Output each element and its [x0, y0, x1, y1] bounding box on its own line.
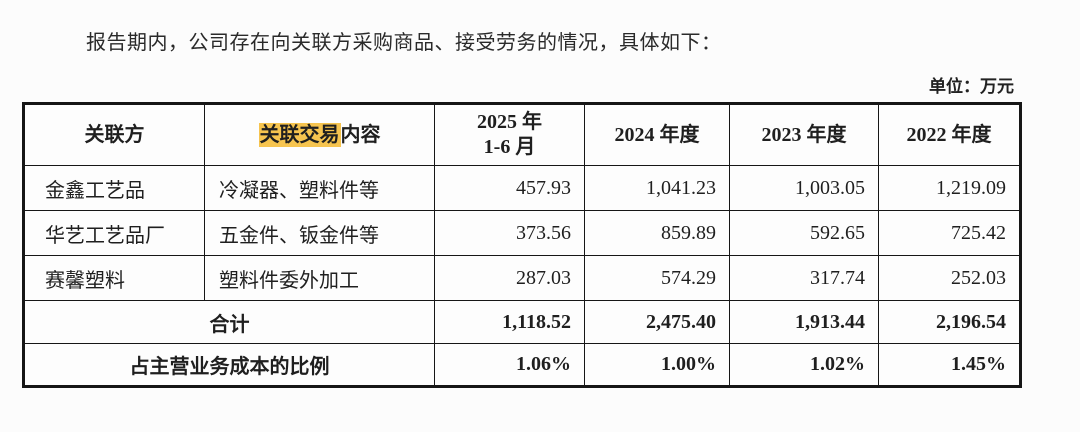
- value-2025-h1: 457.93: [434, 165, 585, 211]
- party-name: 赛馨塑料: [23, 255, 205, 301]
- header-2024: 2024 年度: [584, 103, 730, 166]
- value-2025-h1: 373.56: [434, 210, 585, 256]
- highlight-related-transaction: 关联交易: [258, 122, 341, 147]
- value-2024: 1,041.23: [584, 165, 730, 211]
- value-2022: 1,219.09: [878, 165, 1021, 211]
- header-related-party: 关联方: [23, 103, 205, 166]
- value-2025-h1: 287.03: [434, 255, 585, 301]
- related-party-purchases-table: 关联方 关联交易内容 2025 年 1-6 月 2024 年度 2023 年度 …: [22, 102, 1022, 388]
- total-label: 合计: [23, 300, 435, 344]
- value-2022: 252.03: [878, 255, 1021, 301]
- total-2023: 1,913.44: [729, 300, 879, 344]
- ratio-row: 占主营业务成本的比例 1.06% 1.00% 1.02% 1.45%: [23, 343, 1021, 387]
- header-2025-h1: 2025 年 1-6 月: [434, 103, 585, 166]
- total-2024: 2,475.40: [584, 300, 730, 344]
- value-2024: 574.29: [584, 255, 730, 301]
- unit-label: 单位：万元: [929, 77, 1014, 96]
- table-row: 赛馨塑料 塑料件委外加工 287.03 574.29 317.74 252.03: [23, 255, 1021, 301]
- total-2022: 2,196.54: [878, 300, 1021, 344]
- header-2025-line2: 1-6 月: [483, 136, 536, 158]
- header-transaction-content: 关联交易内容: [204, 103, 435, 166]
- party-name: 华艺工艺品厂: [23, 210, 205, 256]
- value-2022: 725.42: [878, 210, 1021, 256]
- value-2023: 592.65: [729, 210, 879, 256]
- value-2023: 1,003.05: [729, 165, 879, 211]
- header-content-rest: 内容: [340, 123, 381, 146]
- header-2022: 2022 年度: [878, 103, 1021, 166]
- table-row: 金鑫工艺品 冷凝器、塑料件等 457.93 1,041.23 1,003.05 …: [23, 165, 1021, 211]
- table-row: 华艺工艺品厂 五金件、钣金件等 373.56 859.89 592.65 725…: [23, 210, 1021, 256]
- total-2025-h1: 1,118.52: [434, 300, 585, 344]
- table-header-row: 关联方 关联交易内容 2025 年 1-6 月 2024 年度 2023 年度 …: [23, 103, 1021, 166]
- header-2023: 2023 年度: [729, 103, 879, 166]
- ratio-2024: 1.00%: [584, 343, 730, 387]
- ratio-2023: 1.02%: [729, 343, 879, 387]
- ratio-2022: 1.45%: [878, 343, 1021, 387]
- trade-content: 五金件、钣金件等: [204, 210, 435, 256]
- ratio-2025-h1: 1.06%: [434, 343, 585, 387]
- total-row: 合计 1,118.52 2,475.40 1,913.44 2,196.54: [23, 300, 1021, 344]
- party-name: 金鑫工艺品: [23, 165, 205, 211]
- header-2025-line1: 2025 年: [477, 111, 542, 133]
- ratio-label: 占主营业务成本的比例: [23, 343, 435, 387]
- trade-content: 塑料件委外加工: [204, 255, 435, 301]
- value-2024: 859.89: [584, 210, 730, 256]
- trade-content: 冷凝器、塑料件等: [204, 165, 435, 211]
- value-2023: 317.74: [729, 255, 879, 301]
- intro-paragraph: 报告期内，公司存在向关联方采购商品、接受劳务的情况，具体如下：: [86, 32, 722, 54]
